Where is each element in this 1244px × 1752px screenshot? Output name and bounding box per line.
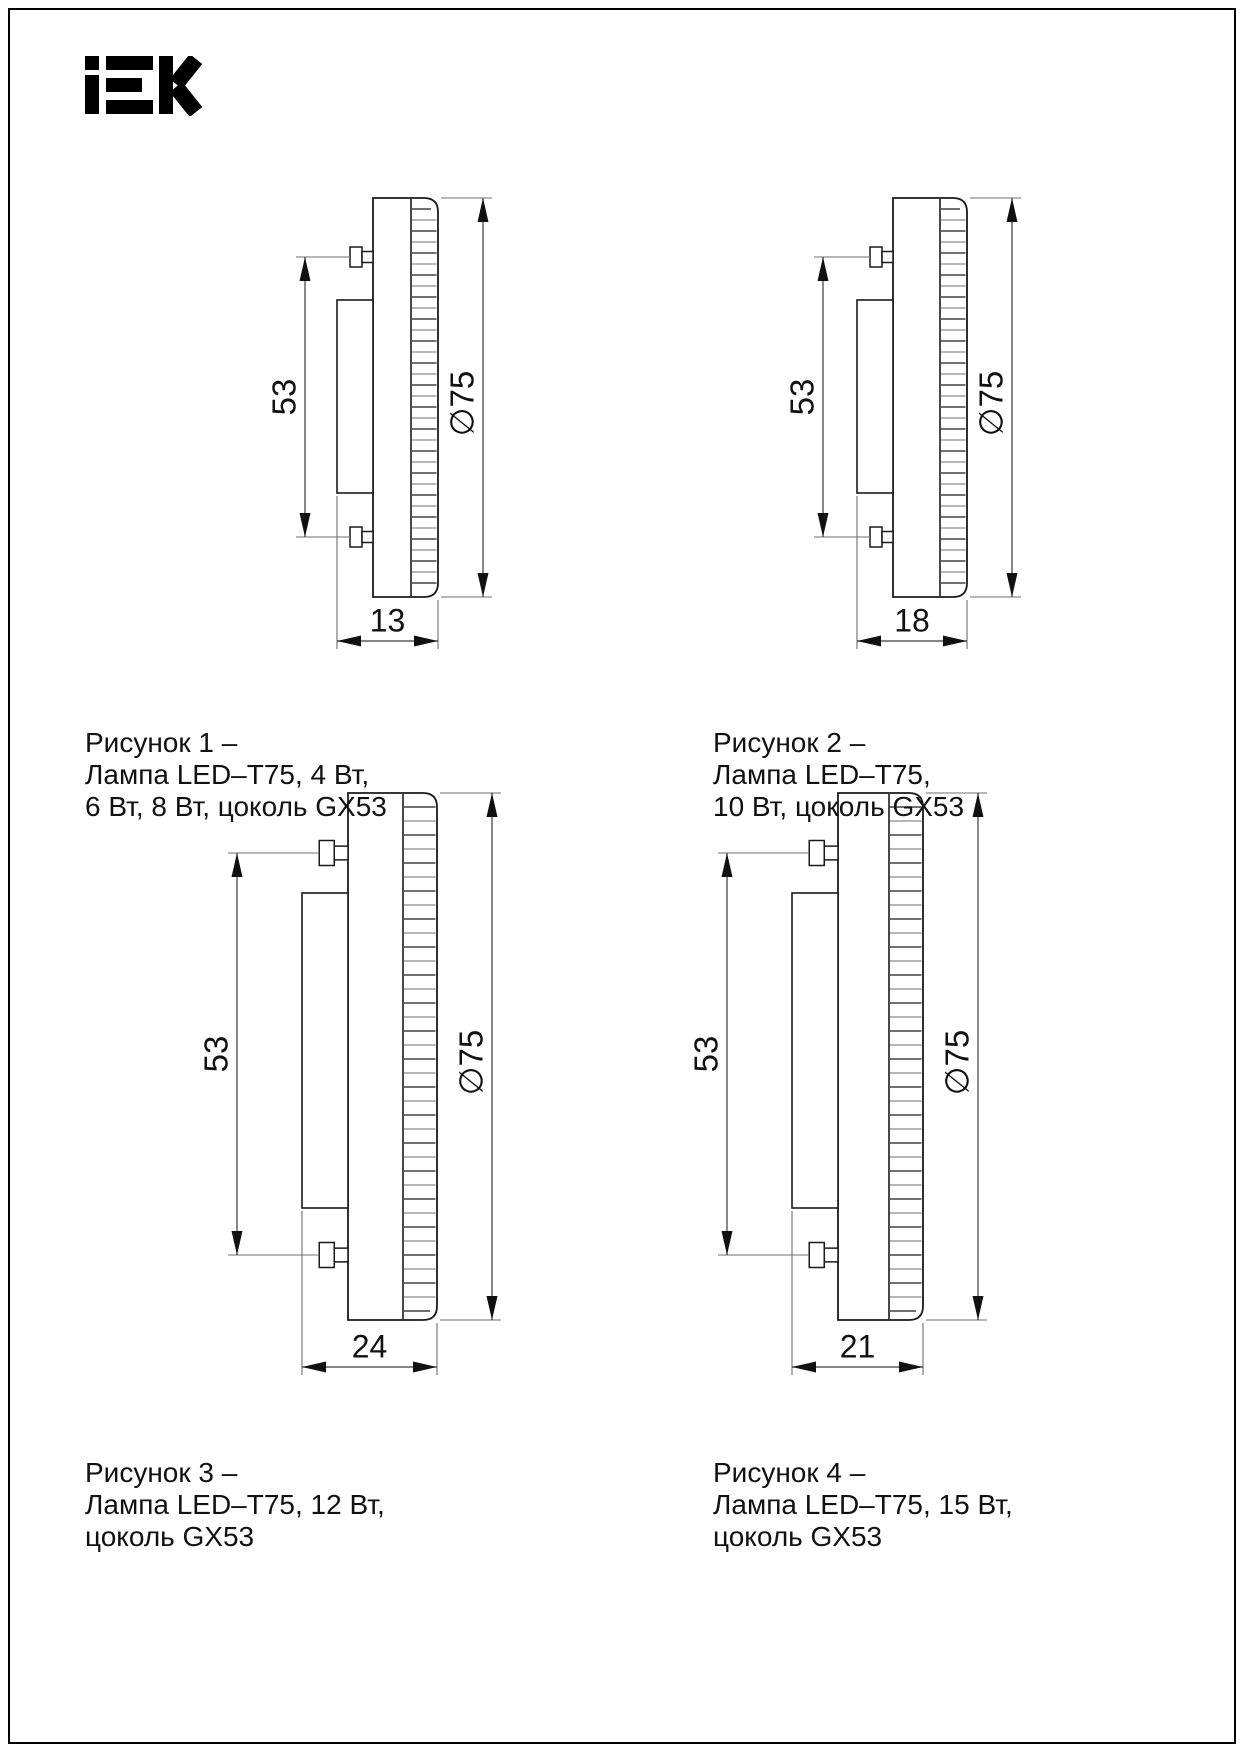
- figure-2-caption: Рисунок 2 – Лампа LED–T75, 10 Вт, цоколь…: [713, 727, 964, 823]
- figure-2-drawing: 53 ∅75 18: [784, 197, 1021, 649]
- logo-e-top-bar: [106, 56, 153, 70]
- dimension-arrowhead: [302, 1361, 326, 1373]
- logo-i-dot: [85, 56, 99, 70]
- dimension-arrowhead: [972, 1296, 984, 1320]
- dim-height-label: 53: [688, 1036, 725, 1073]
- dimension-arrowhead: [721, 853, 733, 877]
- logo-k-upper-arm: [169, 56, 203, 89]
- cap-plate: [301, 892, 349, 1209]
- gx53-pin-neck: [361, 530, 374, 544]
- dim-height-label: 53: [198, 1036, 235, 1073]
- dim-width-label: 21: [840, 1328, 876, 1364]
- gx53-pin-neck: [333, 845, 349, 861]
- caption-line: Лампа LED–T75, 12 Вт,: [85, 1489, 385, 1520]
- dimension-arrowhead: [231, 1231, 243, 1255]
- cap-plate: [856, 299, 894, 494]
- logo-k-lower-arm: [169, 82, 203, 116]
- lamp-body-outline: [347, 792, 438, 1321]
- caption-line: Лампа LED–T75, 4 Вт,: [85, 759, 370, 790]
- gx53-pin-neck: [333, 1247, 349, 1263]
- caption-line: Рисунок 2 –: [713, 727, 866, 758]
- dimension-arrowhead: [1006, 573, 1018, 597]
- dimension-arrowhead: [486, 793, 498, 817]
- gx53-pin-neck: [823, 1247, 839, 1263]
- dimension-arrowhead: [477, 198, 489, 222]
- lamp-body-outline: [892, 197, 968, 598]
- gx53-pin-head: [808, 839, 825, 867]
- lamp-body-outline: [837, 792, 924, 1321]
- gx53-pin-head: [808, 1241, 825, 1269]
- dimension-arrowhead: [414, 635, 438, 647]
- gx53-pin-head: [349, 246, 363, 268]
- dimension-arrowhead: [972, 793, 984, 817]
- caption-line: Рисунок 3 –: [85, 1457, 238, 1488]
- dimension-arrowhead: [899, 1361, 923, 1373]
- figure-1-drawing: 53 ∅75 13: [266, 197, 492, 649]
- caption-line: Лампа LED–T75, 15 Вт,: [713, 1489, 1013, 1520]
- caption-line: цоколь GX53: [85, 1521, 255, 1552]
- dimension-arrowhead: [413, 1361, 437, 1373]
- dimension-arrowhead: [721, 1231, 733, 1255]
- dimension-arrowhead: [1006, 198, 1018, 222]
- dimension-arrowhead: [337, 635, 361, 647]
- figure-4-caption: Рисунок 4 – Лампа LED–T75, 15 Вт, цоколь…: [713, 1457, 1013, 1553]
- dimension-arrowhead: [792, 1361, 816, 1373]
- dim-width-label: 18: [894, 602, 930, 638]
- logo-k-stem: [159, 56, 173, 114]
- dim-diameter-label: ∅75: [444, 371, 481, 436]
- caption-line: 6 Вт, 8 Вт, цоколь GX53: [85, 791, 387, 822]
- cap-plate: [336, 299, 374, 494]
- dim-diameter-label: ∅75: [453, 1030, 490, 1095]
- gx53-pin-head: [869, 246, 883, 268]
- figure-3-drawing: 53 ∅75 24: [198, 792, 501, 1375]
- logo-e-bottom-bar: [106, 100, 153, 114]
- cap-plate: [791, 892, 839, 1209]
- dim-height-label: 53: [266, 379, 303, 416]
- gx53-pin-head: [869, 526, 883, 548]
- gx53-pin-neck: [881, 250, 894, 264]
- dimension-arrowhead: [299, 513, 311, 537]
- caption-line: Рисунок 4 –: [713, 1457, 866, 1488]
- dimension-arrowhead: [943, 635, 967, 647]
- caption-line: Рисунок 1 –: [85, 727, 238, 758]
- caption-line: Лампа LED–T75,: [713, 759, 931, 790]
- dim-height-label: 53: [784, 379, 821, 416]
- iek-logo: [85, 56, 203, 116]
- dimension-arrowhead: [486, 1296, 498, 1320]
- gx53-pin-neck: [361, 250, 374, 264]
- dimension-arrowhead: [857, 635, 881, 647]
- gx53-pin-head: [318, 839, 335, 867]
- dimension-arrowhead: [817, 513, 829, 537]
- lamp-body-outline: [372, 197, 439, 598]
- caption-line: цоколь GX53: [713, 1521, 883, 1552]
- dim-width-label: 24: [352, 1328, 388, 1364]
- figure-1-caption: Рисунок 1 – Лампа LED–T75, 4 Вт, 6 Вт, 8…: [85, 727, 387, 823]
- gx53-pin-head: [349, 526, 363, 548]
- figure-4-drawing: 53 ∅75 21: [688, 792, 987, 1375]
- dimension-arrowhead: [299, 257, 311, 281]
- page-border: [8, 8, 1236, 1744]
- figure-3-caption: Рисунок 3 – Лампа LED–T75, 12 Вт, цоколь…: [85, 1457, 385, 1553]
- dimension-arrowhead: [477, 573, 489, 597]
- iek-logo-glyphs: [85, 56, 203, 116]
- dim-diameter-label: ∅75: [939, 1030, 976, 1095]
- logo-e-mid-bar: [106, 78, 142, 92]
- caption-line: 10 Вт, цоколь GX53: [713, 791, 965, 822]
- dim-width-label: 13: [370, 602, 406, 638]
- gx53-pin-neck: [881, 530, 894, 544]
- dim-diameter-label: ∅75: [973, 371, 1010, 436]
- dimension-arrowhead: [231, 853, 243, 877]
- logo-i-stem: [85, 75, 99, 114]
- gx53-pin-head: [318, 1241, 335, 1269]
- dimension-arrowhead: [817, 257, 829, 281]
- gx53-pin-neck: [823, 845, 839, 861]
